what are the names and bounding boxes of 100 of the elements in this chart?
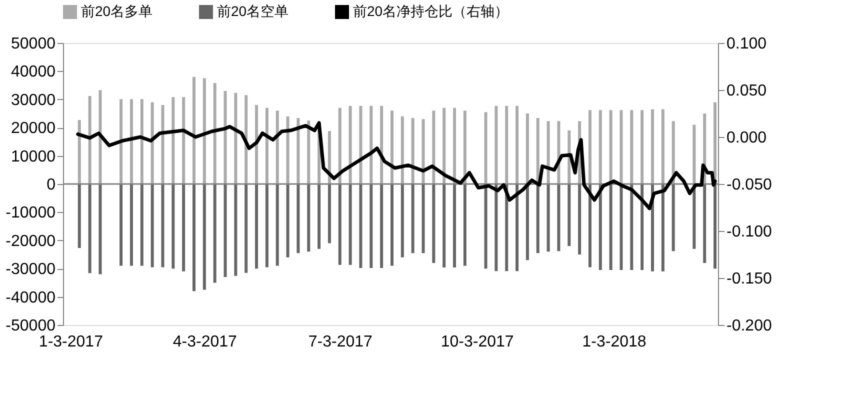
bar bbox=[120, 184, 123, 266]
bar bbox=[140, 184, 144, 266]
bar bbox=[661, 109, 664, 184]
bar bbox=[692, 184, 696, 249]
bar bbox=[359, 106, 362, 184]
x-tick-label: 1-3-2017 bbox=[38, 334, 104, 350]
bar bbox=[213, 83, 216, 184]
bar bbox=[328, 130, 331, 184]
y2-tick-label: 0.100 bbox=[726, 36, 767, 52]
bar bbox=[390, 110, 394, 184]
bar bbox=[692, 124, 696, 184]
y2-tick-label: 0.050 bbox=[726, 82, 767, 100]
bar bbox=[338, 184, 342, 265]
bar bbox=[422, 184, 425, 254]
bar bbox=[463, 184, 466, 266]
x-tick-label: 7-3-2017 bbox=[308, 334, 373, 350]
bar bbox=[380, 106, 384, 184]
bar bbox=[630, 184, 634, 270]
bar bbox=[172, 184, 175, 269]
bar bbox=[411, 184, 414, 254]
bar bbox=[307, 184, 310, 252]
bar bbox=[98, 184, 102, 274]
bar bbox=[526, 184, 529, 260]
bar bbox=[265, 108, 268, 184]
bar bbox=[276, 110, 279, 184]
bar bbox=[286, 116, 290, 184]
y2-tick-label: -0.150 bbox=[726, 270, 772, 288]
bar bbox=[546, 184, 550, 252]
bar bbox=[182, 184, 186, 272]
bar bbox=[78, 184, 81, 248]
y2-tick-label: 0.000 bbox=[726, 130, 767, 146]
bar bbox=[516, 106, 519, 184]
bar bbox=[536, 184, 540, 254]
x-tick-label: 1-3-2018 bbox=[582, 334, 646, 350]
y2-tick-label: -0.050 bbox=[726, 176, 772, 194]
bar bbox=[568, 130, 571, 184]
bar bbox=[328, 184, 331, 244]
x-tick-label: 10-3-2017 bbox=[440, 334, 514, 350]
y-tick-label: -30000 bbox=[6, 261, 56, 278]
legend-label: 前20名空单 bbox=[217, 3, 289, 19]
bar bbox=[244, 95, 248, 184]
bar bbox=[296, 118, 300, 184]
bar bbox=[359, 184, 362, 268]
bar bbox=[78, 120, 81, 184]
bar bbox=[234, 92, 238, 184]
y-tick-label: 30000 bbox=[11, 92, 56, 109]
bar bbox=[276, 184, 279, 266]
y-tick-label: 10000 bbox=[11, 148, 56, 166]
y-tick-label: -20000 bbox=[6, 232, 56, 250]
bar bbox=[318, 184, 321, 249]
bar bbox=[453, 184, 456, 268]
bar bbox=[505, 106, 508, 184]
bar bbox=[651, 109, 654, 184]
bar bbox=[640, 110, 644, 184]
bar bbox=[192, 184, 196, 292]
bar bbox=[370, 106, 373, 184]
bar bbox=[348, 106, 352, 184]
bar bbox=[557, 184, 560, 252]
bar bbox=[661, 184, 664, 272]
bar bbox=[244, 184, 248, 273]
bar bbox=[672, 184, 675, 252]
y2-tick-label: -0.100 bbox=[726, 224, 772, 240]
bar bbox=[140, 99, 144, 184]
bar bbox=[640, 184, 644, 270]
bar bbox=[516, 184, 519, 272]
bar bbox=[296, 184, 300, 254]
bar bbox=[307, 120, 310, 184]
bar bbox=[390, 184, 394, 266]
x-tick-label: 4-3-2017 bbox=[172, 334, 238, 350]
bar bbox=[182, 97, 186, 184]
bar bbox=[411, 118, 414, 184]
bar bbox=[588, 184, 592, 268]
bar bbox=[120, 99, 123, 184]
bar bbox=[484, 112, 488, 184]
y-tick-label: -10000 bbox=[6, 204, 56, 222]
bar bbox=[234, 184, 238, 276]
bar bbox=[598, 110, 602, 184]
legend-label: 前20名多单 bbox=[81, 3, 153, 19]
bar bbox=[213, 184, 216, 283]
bar bbox=[130, 184, 133, 266]
bar bbox=[161, 184, 164, 268]
bar bbox=[546, 121, 550, 184]
bar bbox=[202, 78, 206, 184]
bar bbox=[192, 76, 196, 184]
bar bbox=[463, 110, 466, 184]
bar bbox=[255, 184, 258, 269]
y-tick-label: -50000 bbox=[6, 318, 56, 334]
bar bbox=[620, 110, 623, 184]
bar bbox=[442, 184, 446, 268]
bar bbox=[348, 184, 352, 265]
bar bbox=[598, 184, 602, 270]
bar bbox=[224, 184, 227, 278]
bar bbox=[255, 105, 258, 184]
bar bbox=[88, 96, 92, 184]
bar bbox=[400, 116, 404, 184]
legend-label: 前20名净持仓比（右轴） bbox=[353, 3, 509, 19]
bar bbox=[494, 184, 498, 272]
bar bbox=[714, 184, 717, 269]
bar bbox=[286, 184, 290, 258]
bar bbox=[172, 97, 175, 184]
